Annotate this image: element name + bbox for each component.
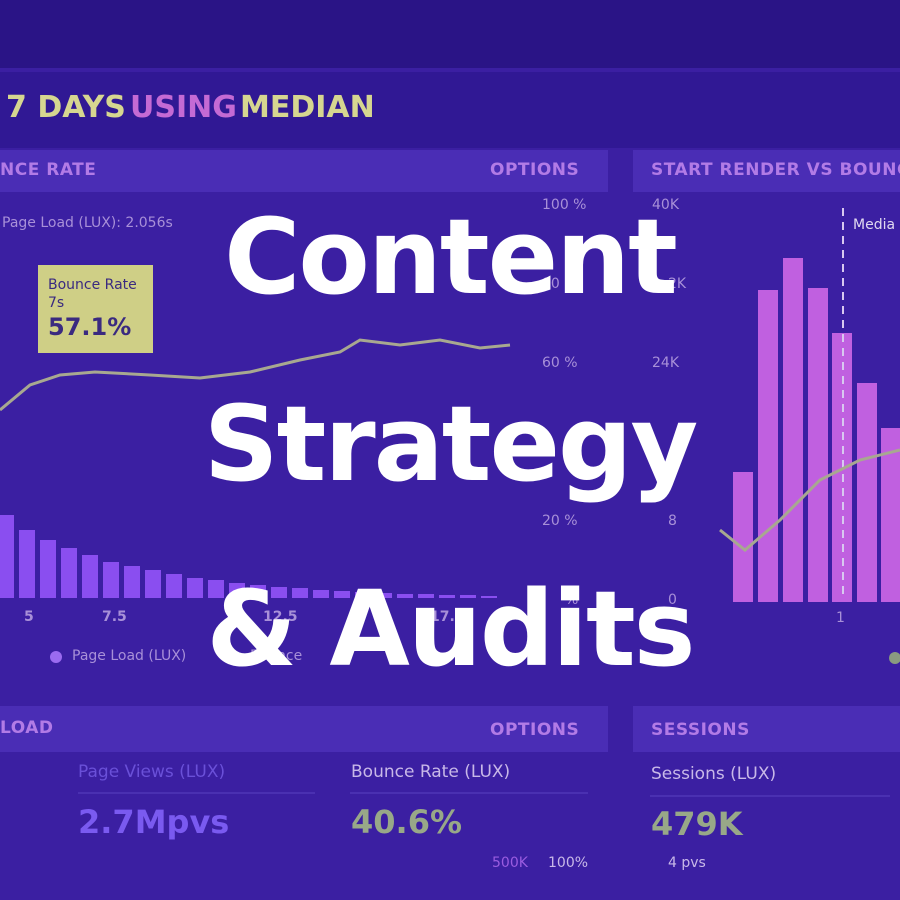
x-tick-label: 17.5 [430,609,465,625]
y-tick-label: 20 % [542,513,578,529]
overlay-title: & Audits [206,568,695,690]
legend-entry: Page Load (LUX) [72,648,187,664]
x-tick-label: 12.5 [263,609,298,625]
subtitle: Page Load (LUX): 2.056s [2,215,173,231]
tooltip [38,265,153,353]
tooltip-label: Bounce Rate [48,277,137,293]
panel-title: SESSIONS [651,720,750,740]
axis-label: 100% [548,855,589,871]
line [0,338,511,412]
stat-label: Sessions (LUX) [651,764,777,784]
panel-header [633,150,900,192]
panel-title: LOAD [0,718,54,738]
axis-label: 500K [492,855,528,871]
stat-label: Bounce Rate (LUX) [351,762,511,782]
header-bar [0,72,900,148]
options-button[interactable]: OPTIONS [490,160,580,180]
tooltip-x: 7s [48,295,65,311]
panel-title: START RENDER VS BOUNC [651,160,900,180]
tooltip-value: 57.1% [48,313,132,341]
x-tick-label: 1 [836,610,845,626]
panel-header [633,706,900,752]
line [719,448,900,552]
overlay-title: Content [224,196,678,318]
stat-value: 479K [651,805,743,843]
y-tick-label: 60 % [542,355,578,371]
y-tick-label: 24K [652,355,679,371]
stat-value: 40.6% [351,803,463,841]
y-tick-label: 0 [668,592,677,608]
y-tick-label: 8 [668,513,677,529]
legend-dot [889,652,900,664]
y-tick-label: 100 % [542,197,587,213]
legend-entry: Bounce [250,648,303,664]
panel-header [0,150,608,192]
header-text: USING [130,90,237,125]
y-tick-label: 40K [652,197,679,213]
legend-dot [50,651,62,663]
panel-title: NCE RATE [0,160,97,180]
stat-note: 4 pvs [668,855,706,871]
overlay-title: Strategy [203,383,699,505]
x-tick-label: 5 [24,609,34,625]
histogram [0,515,497,598]
top-bar [0,0,900,68]
right-histogram [733,258,900,602]
median-label: Media [853,217,896,233]
panel-header [0,706,608,752]
options-button[interactable]: OPTIONS [490,720,580,740]
y-tick-label: 80 % [542,276,578,292]
y-tick-label: % [565,592,579,608]
header-text: 7 DAYS [6,90,126,125]
y-tick-label: 2K [668,276,687,292]
header-text: MEDIAN [240,90,375,125]
stat-label: Page Views (LUX) [78,762,226,782]
x-tick-label: 7.5 [102,609,127,625]
stat-value: 2.7Mpvs [78,803,230,841]
